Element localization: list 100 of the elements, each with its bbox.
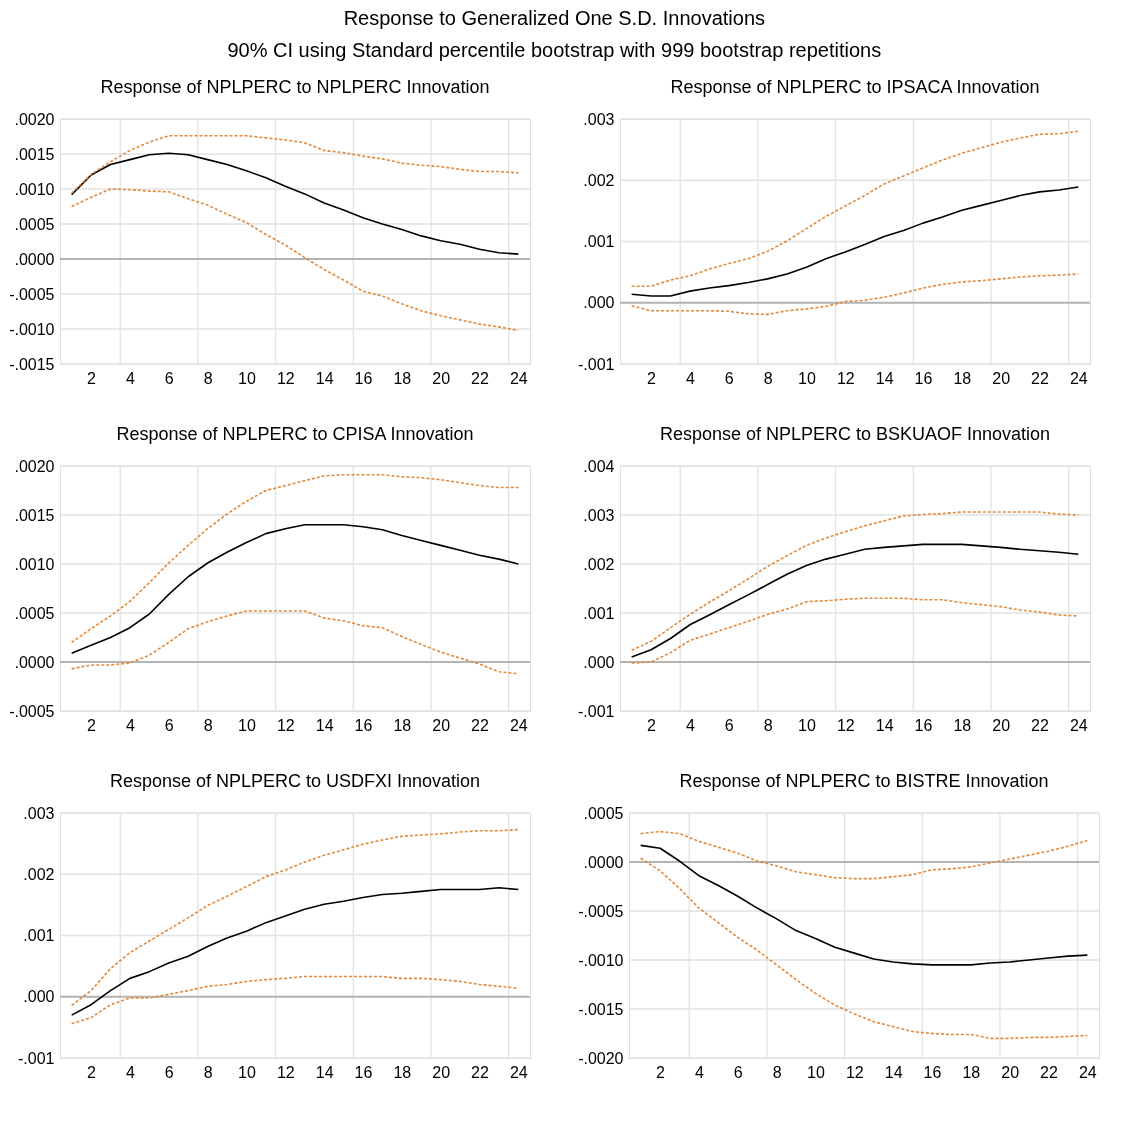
x-tick-label: 12 (276, 369, 295, 387)
x-tick-label: 4 (125, 369, 135, 387)
y-tick-label: .0000 (14, 653, 55, 671)
x-tick-label: 4 (685, 716, 695, 734)
x-tick-label: 8 (203, 369, 213, 387)
y-tick-label: .001 (583, 604, 615, 622)
line-series (70, 524, 520, 654)
x-tick-label: 6 (164, 716, 174, 734)
x-tick-label: 22 (1031, 369, 1049, 387)
x-tick-label: 12 (836, 716, 855, 734)
line-series (639, 844, 1089, 966)
x-tick-label: 12 (276, 1063, 295, 1081)
x-tick-label: 24 (509, 1063, 528, 1081)
chart-title: Response of NPLPERC to BISTRE Innovation (679, 771, 1049, 791)
y-tick-label: -.0005 (9, 702, 55, 720)
line-series (630, 186, 1080, 297)
y-tick-label: -.0010 (578, 951, 624, 969)
y-tick-label: -.0015 (578, 1000, 624, 1018)
y-tick-label: .0000 (14, 250, 55, 268)
x-tick-label: 18 (393, 1063, 412, 1081)
y-tick-label: .0010 (14, 180, 55, 198)
x-tick-label: 10 (238, 369, 256, 387)
line-series (70, 474, 520, 644)
x-tick-label: 20 (992, 716, 1011, 734)
y-tick-label: .003 (583, 110, 615, 128)
x-tick-label: 8 (763, 369, 773, 387)
line-series (70, 152, 520, 255)
x-tick-label: 4 (694, 1063, 704, 1081)
chart-title: Response of NPLPERC to NPLPERC Innovation (100, 77, 490, 97)
x-tick-label: 8 (763, 716, 773, 734)
y-tick-label: .0010 (14, 555, 55, 573)
y-tick-label: .0015 (14, 506, 55, 524)
x-tick-label: 14 (875, 716, 894, 734)
line-series (70, 135, 520, 194)
x-tick-label: 2 (647, 716, 657, 734)
x-tick-label: 22 (1040, 1063, 1058, 1081)
x-tick-label: 2 (656, 1063, 666, 1081)
x-tick-label: 18 (953, 369, 972, 387)
text: Response to Generalized One S.D. Innovations (343, 6, 765, 29)
x-tick-label: 10 (238, 716, 256, 734)
x-tick-label: 10 (798, 369, 816, 387)
chart-title: Response of NPLPERC to IPSACA Innovation (670, 77, 1040, 97)
y-tick-label: .0005 (14, 604, 55, 622)
x-tick-label: 20 (1001, 1063, 1020, 1081)
line-series (639, 830, 1089, 880)
x-tick-label: 2 (87, 1063, 97, 1081)
x-tick-label: 10 (807, 1063, 825, 1081)
x-tick-label: 6 (164, 369, 174, 387)
y-tick-label: .0005 (583, 804, 624, 822)
x-tick-label: 14 (315, 369, 334, 387)
x-tick-label: 24 (1078, 1063, 1097, 1081)
line-series (630, 130, 1080, 288)
x-tick-label: 2 (647, 369, 657, 387)
x-tick-label: 14 (315, 716, 334, 734)
x-tick-label: 6 (724, 369, 734, 387)
x-tick-label: 8 (203, 1063, 213, 1081)
x-tick-label: 8 (203, 716, 213, 734)
y-tick-label: .000 (583, 653, 615, 671)
y-tick-label: .002 (583, 171, 615, 189)
x-tick-label: 16 (354, 716, 373, 734)
x-tick-label: 14 (875, 369, 894, 387)
y-tick-label: .0020 (14, 110, 55, 128)
x-tick-label: 16 (914, 369, 933, 387)
y-tick-label: .001 (23, 927, 55, 944)
x-tick-label: 12 (845, 1063, 864, 1081)
y-tick-label: .002 (583, 555, 615, 573)
x-tick-label: 16 (354, 369, 373, 387)
y-tick-label: -.001 (18, 1049, 55, 1067)
x-tick-label: 18 (393, 716, 412, 734)
x-tick-label: 10 (238, 1063, 256, 1081)
x-tick-label: 6 (733, 1063, 743, 1081)
chart-title: Response of NPLPERC to USDFXI Innovation (109, 771, 481, 791)
x-tick-label: 6 (164, 1063, 174, 1081)
x-tick-label: 24 (1069, 716, 1088, 734)
y-tick-label: -.001 (578, 702, 615, 720)
line-series (639, 857, 1089, 1040)
y-tick-label: .0020 (14, 457, 55, 475)
y-tick-label: .000 (583, 294, 615, 312)
x-tick-label: 4 (125, 1063, 135, 1081)
x-tick-label: 20 (432, 369, 451, 387)
y-tick-label: .000 (23, 988, 55, 1006)
x-tick-label: 8 (772, 1063, 782, 1081)
x-tick-label: 16 (914, 716, 933, 734)
x-tick-label: 24 (509, 369, 528, 387)
y-tick-label: -.001 (578, 355, 615, 373)
x-tick-label: 2 (87, 369, 97, 387)
chart-title: Response of NPLPERC to BSKUAOF Innovation (659, 424, 1051, 444)
x-tick-label: 14 (315, 1063, 334, 1081)
x-tick-label: 18 (962, 1063, 981, 1081)
x-tick-label: 20 (992, 369, 1011, 387)
line-series (630, 273, 1080, 316)
x-tick-label: 24 (509, 716, 528, 734)
line-series (70, 886, 520, 1016)
x-tick-label: 16 (923, 1063, 942, 1081)
x-tick-label: 10 (798, 716, 816, 734)
x-tick-label: 20 (432, 1063, 451, 1081)
y-tick-label: -.0005 (9, 285, 55, 303)
x-tick-label: 22 (1031, 716, 1049, 734)
y-tick-label: -.0010 (9, 320, 55, 338)
y-tick-label: -.0005 (578, 902, 624, 920)
